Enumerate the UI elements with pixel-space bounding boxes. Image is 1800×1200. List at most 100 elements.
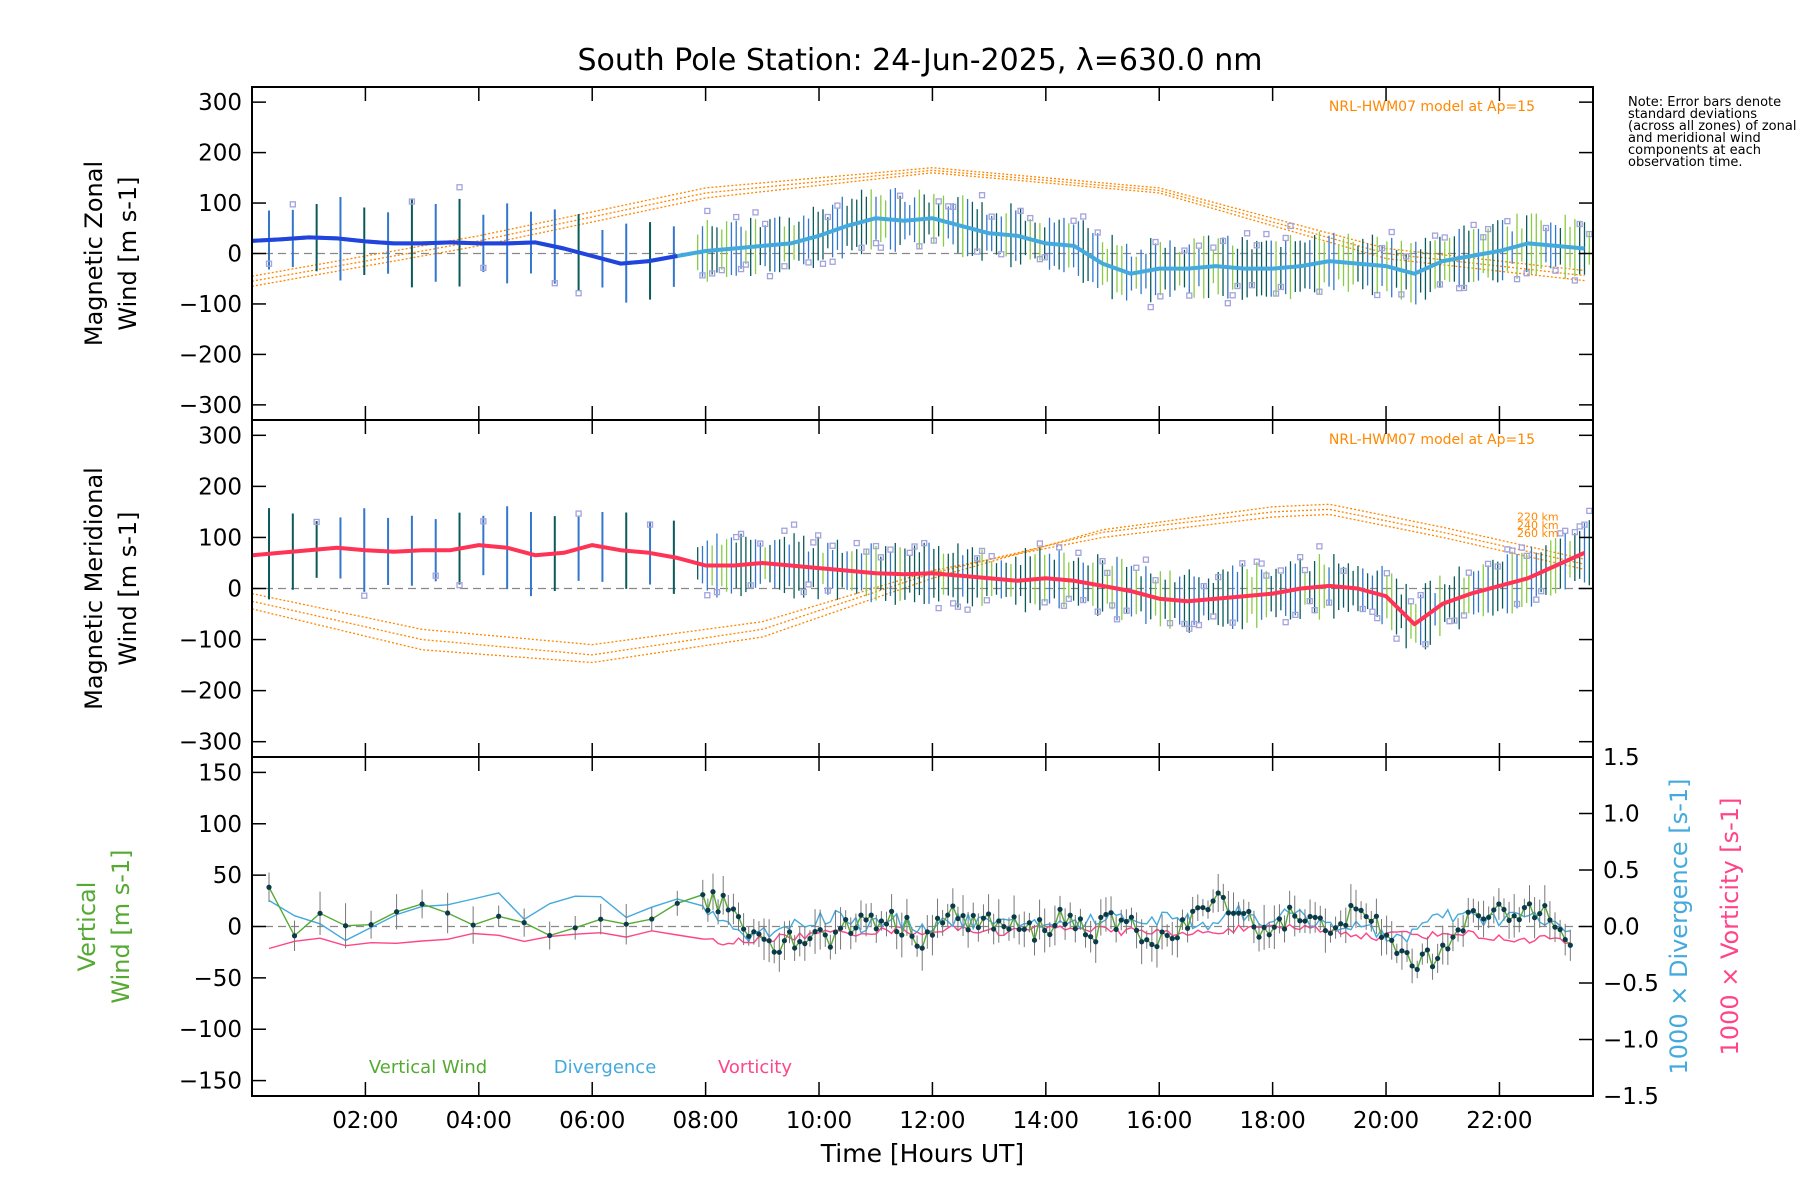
vertical-wind-point	[853, 925, 859, 931]
x-tick-label: 20:00	[1353, 1108, 1419, 1134]
scatter-point	[978, 547, 986, 555]
model-altitude-label: 260 km	[1517, 527, 1559, 540]
vertical-wind-point	[1389, 937, 1395, 943]
scatter-point	[1277, 283, 1285, 291]
scatter-point	[887, 546, 894, 553]
x-tick-label: 10:00	[786, 1108, 852, 1134]
vertical-wind-point	[934, 915, 941, 921]
scatter-point	[1340, 567, 1347, 575]
scatter-point	[1325, 599, 1333, 606]
vertical-wind-point	[1526, 901, 1533, 907]
scatter-point	[1229, 292, 1236, 299]
scatter-point	[1099, 558, 1106, 565]
vertical-wind-point	[1230, 910, 1237, 916]
vertical-wind-point	[1042, 927, 1048, 934]
scatter-point	[829, 258, 836, 265]
scatter-point	[1460, 612, 1468, 619]
scatter-point	[978, 192, 986, 199]
vertical-wind-point	[909, 933, 915, 939]
scatter-point	[853, 539, 860, 547]
scatter-point	[1316, 543, 1323, 550]
scatter-point	[1509, 547, 1516, 554]
vertical-wind-point	[746, 933, 752, 939]
vertical-wind-point	[792, 945, 798, 951]
scatter-point	[1181, 247, 1188, 254]
scatter-point	[1422, 641, 1429, 648]
scatter-point	[1263, 230, 1270, 238]
meridional-wind-line	[251, 543, 1586, 627]
vertical-wind-point	[1429, 964, 1436, 970]
scatter-point	[762, 220, 769, 228]
scatter-point	[1542, 224, 1550, 232]
model-label: NRL-HWM07 model at Ap=15	[1329, 432, 1535, 448]
vertical-wind-point	[1215, 890, 1221, 896]
vertical-wind-point	[598, 916, 604, 922]
vertical-wind-point	[904, 914, 910, 921]
vertical-wind-point	[955, 915, 961, 922]
vertical-wind-point	[1378, 934, 1385, 940]
model-altitude-label: 240 km	[1517, 519, 1559, 532]
vertical-wind-points	[266, 884, 1573, 973]
vertical-wind-point	[1537, 911, 1543, 917]
scatter-point	[1075, 549, 1082, 556]
scatter-point	[930, 237, 937, 244]
scatter-point	[1383, 570, 1391, 577]
vertical-wind-point	[649, 916, 655, 922]
vertical-wind-point	[832, 929, 839, 935]
vertical-wind-point	[914, 943, 920, 949]
scatter-point	[781, 263, 788, 270]
model-altitude-label: 220 km	[1517, 511, 1559, 524]
vertical-wind-point	[848, 930, 854, 936]
vertical-wind-point	[1557, 926, 1563, 933]
vertical-wind-point	[1455, 927, 1461, 933]
vertical-wind-point	[1026, 920, 1032, 926]
vertical-wind-point	[1496, 901, 1502, 907]
scatter-point	[1181, 620, 1188, 628]
scatter-point	[1229, 619, 1236, 626]
vertical-wind-point	[1414, 966, 1420, 973]
scatter-point	[1393, 635, 1400, 642]
y-tick-label: −200	[179, 679, 242, 705]
vertical-wind-point	[1547, 917, 1553, 923]
y-tick-label: −150	[179, 1069, 242, 1095]
scatter-point	[1374, 614, 1381, 622]
vertical-wind-point	[1317, 915, 1323, 921]
vertical-wind-point	[715, 909, 721, 915]
scatter-point	[699, 272, 706, 279]
vertical-wind-point	[1113, 926, 1119, 932]
scatter-point	[1480, 234, 1487, 241]
scatter-point	[805, 259, 812, 266]
vertical-wind-point	[1562, 936, 1568, 943]
scatter-point	[265, 260, 273, 267]
scatter-point	[935, 604, 942, 612]
vertical-wind-point	[705, 907, 711, 913]
scatter-point	[747, 582, 754, 589]
vertical-wind-point	[393, 909, 400, 915]
vertical-wind-point	[1144, 937, 1150, 943]
vertical-wind-point	[1404, 949, 1410, 956]
scatter-point	[935, 198, 942, 205]
vertical-wind-point	[445, 910, 451, 916]
vertical-wind-point	[970, 912, 976, 919]
vertical-wind-point	[1292, 913, 1298, 919]
scatter-point	[1301, 566, 1309, 574]
scatter-point	[1094, 229, 1101, 236]
vorticity-line	[268, 923, 1571, 950]
vertical-panel: −150 −100 −50 0 50 100 150 −1.5 −1.0 −0.5 0.0 0.5 1.…	[179, 745, 1744, 1168]
scatter-point	[1239, 560, 1246, 567]
vertical-wind-point	[1435, 955, 1441, 962]
scatter-point	[1586, 507, 1593, 515]
scatter-point	[1133, 564, 1140, 571]
vorticity-axis-label: 1000 × Vorticity [s-1]	[1716, 798, 1744, 1056]
vertical-wind-point	[741, 926, 747, 932]
scatter-point	[1407, 598, 1415, 605]
vertical-wind-point	[1445, 946, 1451, 952]
scatter-point	[1533, 596, 1540, 603]
scatter-point	[1417, 591, 1424, 599]
vertical-wind-point	[1424, 947, 1431, 953]
x-tick-label: 16:00	[1126, 1108, 1192, 1134]
model-curve-240km	[251, 508, 1585, 656]
vertical-wind-point	[1031, 937, 1038, 943]
vertical-wind-point	[1384, 932, 1390, 938]
vertical-wind-point	[894, 929, 900, 935]
